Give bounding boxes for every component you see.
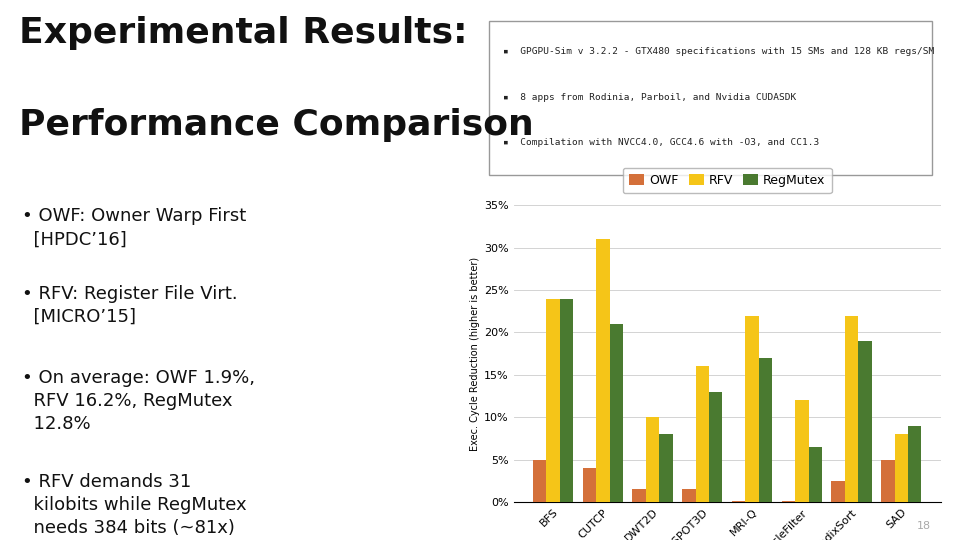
Text: • On average: OWF 1.9%,
  RFV 16.2%, RegMutex
  12.8%: • On average: OWF 1.9%, RFV 16.2%, RegMu… bbox=[22, 369, 255, 433]
Bar bbox=[633, 489, 646, 502]
Bar bbox=[745, 315, 758, 502]
Bar bbox=[781, 501, 795, 502]
Bar bbox=[546, 299, 560, 502]
Bar bbox=[881, 460, 895, 502]
Bar bbox=[845, 315, 858, 502]
Bar bbox=[709, 392, 723, 502]
Bar bbox=[795, 400, 808, 502]
Text: ▪  Compilation with NVCC4.0, GCC4.6 with -O3, and CC1.3: ▪ Compilation with NVCC4.0, GCC4.6 with … bbox=[503, 138, 819, 147]
Bar bbox=[596, 239, 610, 502]
Bar bbox=[646, 417, 660, 502]
Bar bbox=[831, 481, 845, 502]
FancyBboxPatch shape bbox=[490, 21, 931, 175]
Bar bbox=[732, 501, 745, 502]
Bar bbox=[858, 341, 872, 502]
Text: Experimental Results:: Experimental Results: bbox=[19, 16, 468, 50]
Text: ▪  8 apps from Rodinia, Parboil, and Nvidia CUDASDK: ▪ 8 apps from Rodinia, Parboil, and Nvid… bbox=[503, 93, 796, 102]
Bar bbox=[758, 358, 772, 502]
Bar bbox=[533, 460, 546, 502]
Bar bbox=[583, 468, 596, 502]
Bar bbox=[696, 367, 709, 502]
Y-axis label: Exec. Cycle Reduction (higher is better): Exec. Cycle Reduction (higher is better) bbox=[469, 256, 480, 451]
Bar bbox=[560, 299, 573, 502]
Text: Performance Comparison: Performance Comparison bbox=[19, 108, 534, 142]
Bar bbox=[895, 434, 908, 502]
Text: • RFV demands 31
  kilobits while RegMutex
  needs 384 bits (~81x): • RFV demands 31 kilobits while RegMutex… bbox=[22, 473, 247, 537]
Text: 18: 18 bbox=[917, 521, 931, 531]
Text: • OWF: Owner Warp First
  [HPDC’16]: • OWF: Owner Warp First [HPDC’16] bbox=[22, 207, 246, 248]
Text: • RFV: Register File Virt.
  [MICRO’15]: • RFV: Register File Virt. [MICRO’15] bbox=[22, 285, 238, 326]
Legend: OWF, RFV, RegMutex: OWF, RFV, RegMutex bbox=[623, 167, 831, 193]
Bar bbox=[610, 324, 623, 502]
Bar bbox=[808, 447, 822, 502]
Bar bbox=[660, 434, 673, 502]
Bar bbox=[908, 426, 922, 502]
Text: ▪  GPGPU-Sim v 3.2.2 - GTX480 specifications with 15 SMs and 128 KB regs/SM: ▪ GPGPU-Sim v 3.2.2 - GTX480 specificati… bbox=[503, 48, 934, 56]
Bar bbox=[683, 489, 696, 502]
